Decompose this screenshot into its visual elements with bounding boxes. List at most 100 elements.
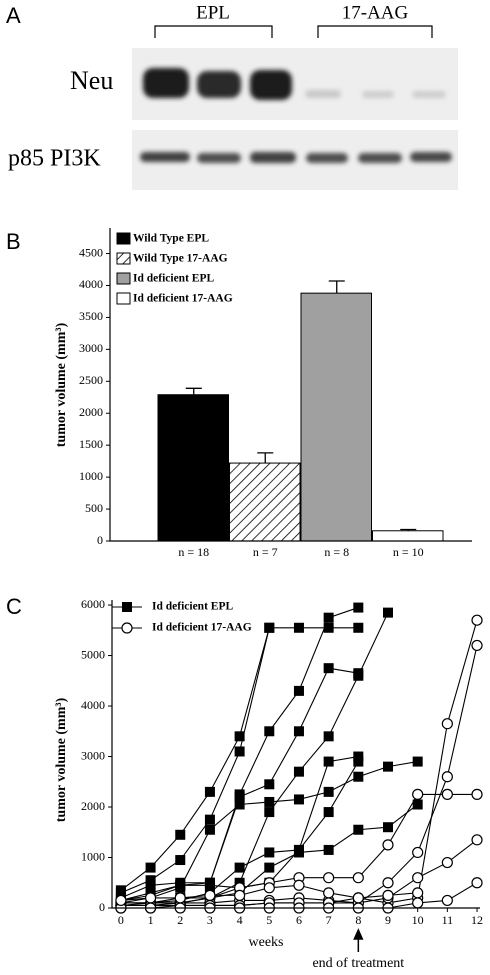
marker-circle	[471, 788, 483, 800]
bar	[229, 462, 301, 542]
marker-circle	[412, 788, 424, 800]
marker-circle	[144, 892, 157, 904]
marker-circle	[115, 894, 127, 907]
marker-circle	[471, 614, 483, 626]
legend-label: Wild Type 17-AAG	[133, 253, 228, 265]
marker-square	[145, 880, 156, 891]
marker-square	[264, 779, 275, 790]
marker-circle	[412, 897, 424, 909]
y-tick-label: 3500	[79, 309, 103, 323]
marker-circle	[471, 877, 483, 889]
marker-circle	[441, 788, 453, 800]
marker-circle	[293, 879, 305, 891]
y-tick-label: 2500	[79, 373, 103, 387]
y-tick-label: 1500	[79, 437, 103, 451]
bands-p85	[140, 152, 452, 163]
panel-label: A	[6, 3, 21, 28]
x-tick-label: 0	[118, 913, 124, 927]
y-tick-label: 1000	[81, 849, 105, 863]
marker-circle	[323, 872, 335, 884]
marker-square	[323, 663, 334, 674]
marker-circle	[382, 877, 394, 889]
y-tick-label: 1000	[79, 469, 103, 483]
marker-square	[353, 756, 364, 767]
marker-square	[353, 824, 364, 835]
error-bar	[257, 452, 274, 464]
group-label: 17-AAG	[342, 2, 409, 23]
marker-square	[264, 862, 275, 873]
marker-square	[234, 799, 245, 810]
y-tick-label: 3000	[81, 748, 105, 762]
legend-swatch	[116, 292, 131, 305]
marker-square	[293, 844, 304, 855]
marker-square	[264, 726, 275, 737]
marker-square	[383, 822, 393, 833]
x-tick-label: n = 10	[393, 545, 424, 559]
error-bar	[185, 387, 202, 395]
marker-square	[323, 612, 334, 623]
marker-square	[293, 766, 304, 777]
marker-square	[353, 622, 364, 633]
marker-square	[204, 814, 215, 825]
marker-square	[353, 751, 364, 762]
x-tick-label: n = 8	[324, 545, 349, 559]
marker-circle	[174, 892, 186, 904]
marker-circle	[471, 639, 483, 652]
legend-swatch	[116, 272, 131, 285]
marker-circle	[441, 718, 453, 730]
x-tick-label: 9	[385, 913, 391, 927]
marker-square	[234, 746, 245, 757]
legend-marker	[122, 602, 132, 612]
y-tick-label: 3000	[79, 341, 103, 355]
y-axis-label: tumor volume (mm³)	[54, 322, 69, 447]
x-tick-label: 10	[412, 913, 424, 927]
y-tick-label: 0	[99, 900, 105, 914]
marker-square	[175, 829, 186, 840]
x-tick-label: 1	[148, 913, 154, 927]
x-tick-label: 4	[237, 913, 243, 927]
error-bar	[328, 280, 345, 294]
marker-square	[412, 799, 423, 810]
y-axis-label: tumor volume (mm³)	[54, 697, 69, 822]
marker-circle	[471, 834, 483, 846]
y-tick-label: 2000	[79, 405, 103, 419]
marker-square	[145, 875, 156, 886]
y-tick-label: 6000	[81, 597, 105, 611]
bar	[300, 292, 372, 542]
marker-circle	[204, 889, 216, 901]
marker-square	[204, 786, 215, 797]
series-line	[120, 620, 478, 907]
bands-neu	[143, 68, 446, 100]
marker-square	[323, 756, 334, 767]
legend-label: Id deficient EPL	[133, 273, 214, 285]
y-tick-label: 4000	[79, 277, 103, 291]
legend-swatch	[116, 232, 131, 245]
marker-square	[204, 880, 215, 891]
bracket	[317, 25, 433, 38]
series-line	[120, 612, 389, 904]
x-tick-label: 5	[266, 913, 272, 927]
marker-square	[264, 847, 275, 858]
x-tick-label: n = 7	[253, 545, 278, 559]
marker-square	[204, 824, 215, 835]
marker-square	[353, 602, 364, 613]
marker-square	[145, 862, 156, 873]
marker-circle	[412, 887, 424, 899]
x-axis-label: weeks	[249, 935, 284, 950]
legend-swatch	[116, 252, 131, 265]
marker-square	[264, 796, 275, 807]
series-line	[120, 627, 270, 891]
marker-square	[323, 844, 334, 855]
marker-circle	[352, 892, 364, 904]
marker-square	[323, 786, 334, 797]
legend-label: Id deficient EPL	[152, 601, 233, 613]
x-tick-label: 12	[471, 913, 483, 927]
marker-square	[264, 622, 275, 633]
marker-square	[175, 880, 186, 891]
marker-square	[293, 726, 304, 737]
legend-label: Id deficient 17-AAG	[152, 622, 252, 634]
marker-square	[115, 885, 126, 896]
y-tick-label: 5000	[81, 647, 105, 661]
